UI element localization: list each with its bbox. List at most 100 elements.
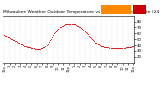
Point [39,48,41,49]
Point [90,37,92,39]
Point [67,23,70,25]
Point [124,47,127,48]
Point [92,40,94,41]
Point [70,23,73,25]
Point [8,37,11,39]
Point [37,48,39,49]
Point [89,36,91,37]
Point [45,44,48,46]
Point [57,28,60,29]
Point [48,40,51,41]
Point [111,47,114,49]
Point [97,44,100,45]
Point [62,25,64,26]
Point [82,29,85,30]
Point [38,48,40,49]
Point [132,46,135,47]
Point [59,26,62,27]
Point [19,43,22,45]
Point [41,47,44,49]
Point [91,38,93,40]
Point [50,38,52,39]
Point [20,44,23,45]
Point [25,46,27,47]
Point [83,30,86,32]
Point [43,46,46,48]
Point [17,42,20,43]
Point [106,47,109,48]
Point [5,35,8,37]
Point [26,46,28,48]
Point [68,23,71,25]
Point [100,45,102,46]
Point [11,38,13,40]
Point [123,47,126,49]
Point [103,46,105,48]
Point [72,24,75,25]
Point [29,47,32,48]
Point [48,41,50,43]
Point [3,34,6,36]
Point [31,47,34,49]
Point [65,24,67,25]
Point [95,43,98,44]
Point [110,47,113,49]
Point [15,41,17,42]
Point [104,46,106,48]
Point [107,47,110,48]
Point [109,47,112,49]
Point [101,46,103,47]
Point [60,26,63,27]
Point [36,48,38,49]
Point [30,47,33,49]
Point [6,36,9,37]
Point [98,44,101,46]
Point [18,43,21,44]
Point [78,26,80,27]
Point [53,33,56,34]
Point [79,27,81,28]
Point [7,37,10,38]
Point [116,47,118,49]
Point [64,24,66,25]
Point [69,23,72,25]
Point [52,34,54,36]
Point [24,46,26,47]
Point [28,47,31,48]
Point [118,47,120,49]
Point [131,46,133,47]
Point [112,47,115,49]
Point [120,47,123,49]
Point [114,47,116,49]
Point [33,48,36,49]
Point [85,33,88,34]
Point [128,46,130,48]
Point [122,47,125,49]
Point [44,46,47,47]
Point [42,47,45,48]
Point [115,47,117,49]
Point [80,27,83,29]
Point [87,34,89,35]
Point [76,25,78,26]
Point [88,35,90,36]
Point [55,30,58,32]
Point [93,41,96,42]
Point [32,47,35,49]
Point [105,47,108,48]
Point [81,28,84,29]
Point [126,47,128,48]
Point [51,36,53,37]
Point [73,24,76,25]
Point [71,23,74,25]
Point [34,48,37,49]
Point [121,47,124,49]
Point [66,23,68,25]
Point [4,35,7,36]
Point [16,41,19,43]
Point [9,38,12,39]
Point [58,27,61,28]
Point [96,43,99,45]
Point [46,43,49,45]
Point [129,46,131,48]
